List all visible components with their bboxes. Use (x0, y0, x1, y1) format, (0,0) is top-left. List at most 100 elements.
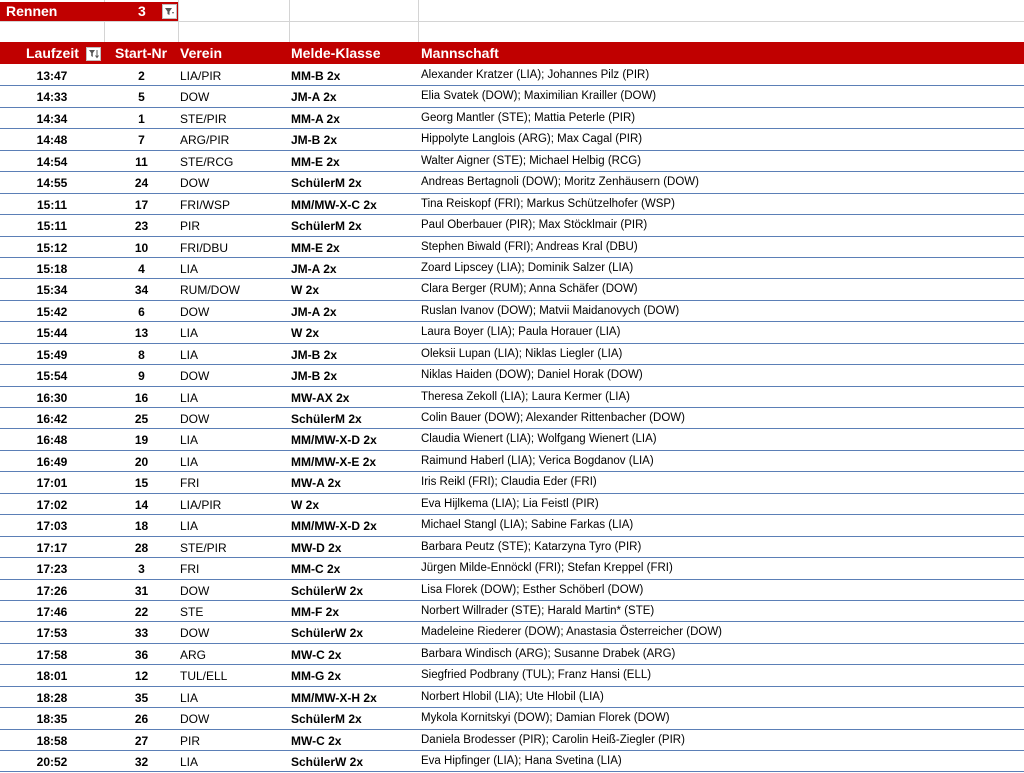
table-body: 13:47 2 LIA/PIR MM-B 2x Alexander Kratzer (L… (0, 65, 1024, 773)
cell-start-nr: 7 (138, 133, 145, 148)
table-row[interactable]: 16:30 16 LIA MW-AX 2x Theresa Zekoll (LIA); … (0, 387, 1024, 408)
table-row[interactable]: 14:55 24 DOW SchülerM 2x Andreas Bertagnoli … (0, 172, 1024, 194)
cell-mannschaft: Stephen Biwald (FRI); Andreas Kral (DBU) (421, 240, 638, 253)
cell-mannschaft: Madeleine Riederer (DOW); Anastasia Öste… (421, 626, 722, 639)
cell-start-nr: 14 (134, 497, 149, 512)
cell-verein: LIA (180, 433, 199, 448)
table-row[interactable]: 13:47 2 LIA/PIR MM-B 2x Alexander Kratzer (L… (0, 65, 1024, 87)
cell-start-nr: 25 (134, 412, 149, 426)
cell-start-nr: 24 (134, 176, 149, 191)
cell-melde-klasse: SchülerW 2x (291, 755, 364, 769)
cell-melde-klasse: JM-B 2x (291, 347, 338, 362)
cell-mannschaft: Lisa Florek (DOW); Esther Schöberl (DOW) (421, 583, 644, 596)
cell-verein: ARG (180, 647, 207, 662)
table-row[interactable]: 15:12 10 FRI/DBU MM-E 2x Stephen Biwald (FRI… (0, 237, 1024, 258)
table-row[interactable]: 17:17 28 STE/PIR MW-D 2x Barbara Peutz (STE)… (0, 537, 1024, 559)
cell-laufzeit: 14:54 (36, 154, 68, 169)
cell-start-nr: 35 (134, 690, 149, 705)
cell-laufzeit: 17:01 (36, 476, 68, 491)
table-row[interactable]: 14:54 11 STE/RCG MM-E 2x Walter Aigner (STE)… (0, 151, 1024, 173)
cell-mannschaft: Mykola Kornitskyi (DOW); Damian Florek (… (421, 712, 670, 725)
rennen-filter-cell[interactable]: Rennen 3 (0, 2, 178, 21)
table-row[interactable]: 17:53 33 DOW SchülerW 2x Madeleine Riederer … (0, 622, 1024, 644)
cell-verein: LIA/PIR (180, 497, 222, 512)
cell-mannschaft: Raimund Haberl (LIA); Verica Bogdanov (L… (421, 454, 654, 467)
cell-laufzeit: 15:11 (36, 219, 68, 234)
table-row[interactable]: 16:48 19 LIA MM/MW-X-D 2x Claudia Wienert (L… (0, 429, 1024, 451)
cell-start-nr: 34 (134, 283, 149, 298)
cell-start-nr: 12 (134, 669, 149, 684)
cell-mannschaft: Niklas Haiden (DOW); Daniel Horak (DOW) (421, 369, 643, 382)
table-row[interactable]: 14:34 1 STE/PIR MM-A 2x Georg Mantler (STE);… (0, 108, 1024, 130)
table-row[interactable]: 18:35 26 DOW SchülerM 2x Mykola Kornitskyi (… (0, 708, 1024, 730)
table-row[interactable]: 17:02 14 LIA/PIR W 2x Eva Hijlkema (LIA); Li… (0, 494, 1024, 516)
table-row[interactable]: 17:58 36 ARG MW-C 2x Barbara Windisch (ARG);… (0, 644, 1024, 666)
table-row[interactable]: 15:49 8 LIA JM-B 2x Oleksii Lupan (LIA); Nik… (0, 344, 1024, 366)
cell-start-nr: 31 (134, 583, 149, 598)
cell-start-nr: 2 (138, 69, 145, 83)
table-row[interactable]: 15:11 17 FRI/WSP MM/MW-X-C 2x Tina Reiskopf … (0, 194, 1024, 216)
filter-dropdown-button[interactable] (162, 4, 177, 19)
cell-verein: LIA (180, 690, 199, 705)
table-row[interactable]: 17:03 18 LIA MM/MW-X-D 2x Michael Stangl (LI… (0, 515, 1024, 537)
cell-melde-klasse: JM-A 2x (291, 261, 337, 276)
table-row[interactable]: 15:11 23 PIR SchülerM 2x Paul Oberbauer (PIR… (0, 215, 1024, 237)
cell-verein: FRI/WSP (180, 197, 230, 212)
table-row[interactable]: 15:54 9 DOW JM-B 2x Niklas Haiden (DOW); Dan… (0, 365, 1024, 387)
cell-verein: DOW (180, 90, 210, 105)
cell-start-nr: 6 (138, 304, 145, 319)
cell-mannschaft: Tina Reiskopf (FRI); Markus Schützelhofe… (421, 197, 675, 210)
cell-start-nr: 11 (135, 154, 148, 169)
cell-melde-klasse: SchülerM 2x (291, 219, 362, 234)
table-row[interactable]: 18:58 27 PIR MW-C 2x Daniela Brodesser (PIR)… (0, 730, 1024, 751)
cell-melde-klasse: MM-E 2x (291, 154, 340, 169)
cell-melde-klasse: SchülerM 2x (291, 412, 362, 426)
cell-laufzeit: 14:48 (36, 133, 68, 148)
table-row[interactable]: 17:46 22 STE MM-F 2x Norbert Willrader (STE)… (0, 601, 1024, 623)
cell-laufzeit: 17:03 (36, 519, 68, 534)
filter-icon (165, 8, 174, 15)
cell-verein: FRI (180, 476, 200, 491)
sort-filter-icon (89, 50, 99, 59)
laufzeit-sort-filter-button[interactable] (86, 47, 101, 61)
table-row[interactable]: 18:28 35 LIA MM/MW-X-H 2x Norbert Hlobil (LI… (0, 687, 1024, 709)
table-row[interactable]: 18:01 12 TUL/ELL MM-G 2x Siegfried Podbrany … (0, 665, 1024, 687)
cell-mannschaft: Elia Svatek (DOW); Maximilian Krailler (… (421, 90, 657, 103)
table-row[interactable]: 15:18 4 LIA JM-A 2x Zoard Lipscey (LIA); Dom… (0, 258, 1024, 280)
cell-laufzeit: 14:33 (36, 90, 68, 105)
table-row[interactable]: 16:49 20 LIA MM/MW-X-E 2x Raimund Haberl (LI… (0, 451, 1024, 473)
cell-mannschaft: Norbert Hlobil (LIA); Ute Hlobil (LIA) (421, 690, 604, 703)
cell-start-nr: 18 (134, 519, 149, 534)
cell-mannschaft: Andreas Bertagnoli (DOW); Moritz Zenhäus… (421, 176, 699, 189)
header-mannschaft: Mannschaft (421, 45, 499, 61)
cell-melde-klasse: MM-A 2x (291, 111, 340, 126)
cell-verein: RUM/DOW (180, 283, 240, 298)
header-laufzeit: Laufzeit (26, 45, 79, 61)
cell-start-nr: 8 (138, 347, 145, 362)
header-start-nr: Start-Nr (115, 45, 168, 61)
cell-melde-klasse: MM/MW-X-D 2x (291, 433, 377, 448)
cell-verein: DOW (180, 712, 210, 727)
cell-start-nr: 17 (134, 197, 149, 212)
cell-laufzeit: 16:48 (36, 433, 68, 448)
table-row[interactable]: 17:26 31 DOW SchülerW 2x Lisa Florek (DOW); … (0, 580, 1024, 601)
table-row[interactable]: 15:42 6 DOW JM-A 2x Ruslan Ivanov (DOW); Mat… (0, 301, 1024, 323)
table-row[interactable]: 15:34 34 RUM/DOW W 2x Clara Berger (RUM); An… (0, 279, 1024, 301)
table-row[interactable]: 17:01 15 FRI MW-A 2x Iris Reikl (FRI); Claud… (0, 472, 1024, 494)
table-row[interactable]: 14:48 7 ARG/PIR JM-B 2x Hippolyte Langlois (… (0, 129, 1024, 151)
table-row[interactable]: 14:33 5 DOW JM-A 2x Elia Svatek (DOW); Maxim… (0, 86, 1024, 108)
cell-verein: FRI/DBU (180, 240, 228, 255)
cell-mannschaft: Colin Bauer (DOW); Alexander Rittenbache… (421, 412, 685, 424)
cell-verein: STE/PIR (180, 111, 227, 126)
table-row[interactable]: 17:23 3 FRI MM-C 2x Jürgen Milde-Ennöckl (FR… (0, 558, 1024, 580)
cell-verein: STE/PIR (180, 540, 227, 555)
cell-verein: ARG/PIR (180, 133, 230, 148)
cell-start-nr: 4 (138, 261, 145, 276)
cell-melde-klasse: MW-AX 2x (291, 390, 350, 405)
cell-melde-klasse: SchülerM 2x (291, 176, 362, 191)
cell-melde-klasse: MM-G 2x (291, 669, 342, 684)
table-row[interactable]: 20:52 32 LIA SchülerW 2x Eva Hipfinger (LIA)… (0, 751, 1024, 773)
cell-start-nr: 33 (134, 626, 149, 641)
table-row[interactable]: 16:42 25 DOW SchülerM 2x Colin Bauer (DOW); … (0, 408, 1024, 430)
table-row[interactable]: 15:44 13 LIA W 2x Laura Boyer (LIA); Paula H… (0, 322, 1024, 344)
